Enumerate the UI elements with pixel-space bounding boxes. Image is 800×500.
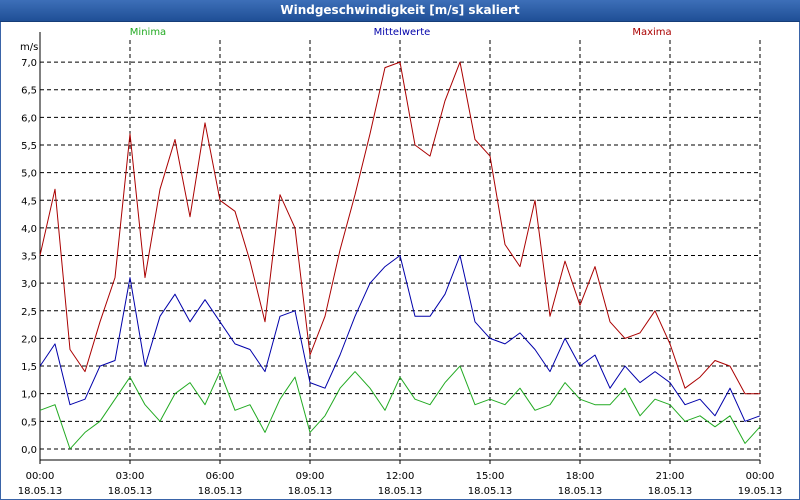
x-tick-time: 21:00 xyxy=(656,471,685,482)
y-tick-label: 3,5 xyxy=(21,252,37,263)
x-tick-time: 12:00 xyxy=(386,471,415,482)
y-axis-label: m/s xyxy=(20,42,38,53)
x-tick-time: 18:00 xyxy=(566,471,595,482)
x-tick-date: 18.05.13 xyxy=(18,486,63,497)
x-tick-date: 18.05.13 xyxy=(288,486,333,497)
chart-title: Windgeschwindigkeit [m/s] skaliert xyxy=(0,0,800,22)
legend-maxima: Maxima xyxy=(632,27,671,38)
x-tick-date: 18.05.13 xyxy=(558,486,603,497)
x-tick-time: 09:00 xyxy=(296,471,325,482)
y-tick-label: 6,5 xyxy=(21,86,37,97)
x-tick-date: 18.05.13 xyxy=(648,486,693,497)
y-tick-label: 4,0 xyxy=(21,224,37,235)
y-tick-label: 6,0 xyxy=(21,113,37,124)
y-tick-label: 1,5 xyxy=(21,362,37,373)
series-line-minima xyxy=(39,365,761,450)
y-tick-label: 5,5 xyxy=(21,141,37,152)
x-tick-date: 18.05.13 xyxy=(198,486,243,497)
series-line-maxima xyxy=(39,61,760,395)
x-tick-time: 06:00 xyxy=(206,471,235,482)
x-tick-time: 15:00 xyxy=(476,471,505,482)
x-tick-date: 18.05.13 xyxy=(378,486,423,497)
x-tick-date: 18.05.13 xyxy=(468,486,513,497)
legend-mittelwerte: Mittelwerte xyxy=(374,27,431,38)
y-tick-label: 2,5 xyxy=(21,307,37,318)
x-tick-date: 19.05.13 xyxy=(738,486,783,497)
y-tick-label: 2,0 xyxy=(21,334,37,345)
legend-minima: Minima xyxy=(130,27,166,38)
y-tick-label: 7,0 xyxy=(21,58,37,69)
x-tick-date: 18.05.13 xyxy=(108,486,153,497)
x-tick-time: 03:00 xyxy=(116,471,145,482)
y-tick-label: 0,0 xyxy=(21,445,37,456)
x-tick-time: 00:00 xyxy=(26,471,55,482)
y-tick-label: 5,0 xyxy=(21,169,37,180)
x-tick-time: 00:00 xyxy=(746,471,775,482)
y-tick-label: 4,5 xyxy=(21,196,37,207)
y-tick-label: 1,0 xyxy=(21,390,37,401)
series-line-mittelwerte xyxy=(39,255,761,422)
y-tick-label: 3,0 xyxy=(21,279,37,290)
y-tick-label: 0,5 xyxy=(21,417,37,428)
